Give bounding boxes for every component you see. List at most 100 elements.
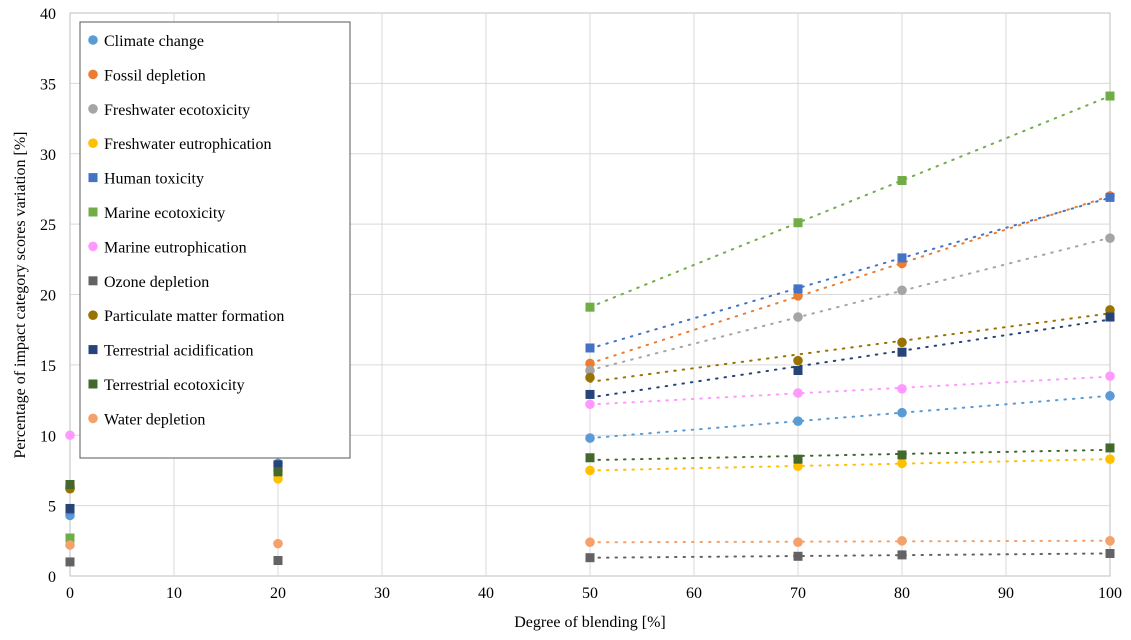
point-water-depletion [793,537,803,548]
point-marine-eutrophication [897,384,907,394]
point-terrestrial-ecotoxicity [1105,443,1115,453]
y-tick-label: 10 [40,428,56,445]
point-ozone-depletion [273,556,283,566]
point-terrestrial-ecotoxicity [897,450,907,460]
trendline-water-depletion [589,539,1111,544]
x-tick-label: 40 [478,585,494,602]
trendline-freshwater-eutrophication [589,458,1111,472]
point-water-depletion [273,538,283,549]
trendline-particulate-matter-formation [589,312,1111,383]
point-marine-ecotoxicity [65,533,75,543]
y-tick-label: 15 [40,358,56,375]
x-tick-label: 90 [998,585,1014,602]
legend-label-terrestrial-ecotoxicity: Terrestrial ecotoxicity [104,377,245,394]
point-freshwater-ecotoxicity [897,285,907,296]
point-water-depletion [585,537,595,548]
data-points [65,91,1115,567]
point-terrestrial-ecotoxicity [273,467,283,477]
point-marine-ecotoxicity [897,175,907,185]
point-climate-change [793,416,803,426]
point-water-depletion [897,536,907,546]
y-tick-label: 30 [40,147,56,164]
point-terrestrial-ecotoxicity [585,453,595,463]
x-axis-ticks: 0 10 20 30 40 50 60 70 80 90 100 [66,585,1122,602]
legend-label-terrestrial-acidification: Terrestrial acidification [104,343,253,360]
point-human-toxicity [897,253,907,263]
trendline-terrestrial-ecotoxicity [589,448,1111,462]
x-tick-label: 10 [166,585,182,602]
point-ozone-depletion [65,557,75,567]
point-ozone-depletion [793,551,803,561]
point-freshwater-eutrophication [1105,454,1115,464]
legend-label-water-depletion: Water depletion [104,411,205,428]
point-freshwater-ecotoxicity [585,365,595,376]
legend-label-climate-change: Climate change [104,33,204,50]
legend-marker-terrestrial-ecotoxicity [88,379,98,389]
legend-box [79,21,351,459]
y-axis-title: Percentage of impact category scores var… [12,132,29,459]
x-tick-label: 0 [66,585,74,602]
point-particulate-matter-formation [1105,305,1115,315]
point-human-toxicity [793,284,803,294]
trendlines [589,95,1111,559]
trendline-climate-change [589,394,1111,440]
legend-marker-particulate-matter-formation [88,310,98,321]
y-tick-label: 0 [48,569,56,586]
point-human-toxicity [1105,192,1115,202]
legend: Climate change Fossil depletion Freshwater… [79,21,351,459]
point-climate-change [897,407,907,418]
point-terrestrial-acidification [1105,312,1115,322]
point-terrestrial-acidification [793,366,803,376]
legend-marker-climate-change [88,35,98,45]
x-tick-label: 60 [686,585,702,602]
legend-label-marine-eutrophication: Marine eutrophication [104,239,247,256]
legend-marker-marine-ecotoxicity [88,207,98,217]
point-ozone-depletion [897,550,907,560]
legend-label-freshwater-eutrophication: Freshwater eutrophication [104,136,272,153]
point-freshwater-eutrophication [897,458,907,469]
point-climate-change [1105,391,1115,401]
x-tick-label: 30 [374,585,390,602]
x-tick-label: 70 [790,585,806,602]
legend-label-ozone-depletion: Ozone depletion [104,274,209,291]
trendline-fossil-depletion [589,195,1111,365]
point-marine-ecotoxicity [585,302,595,312]
legend-marker-ozone-depletion [88,276,98,286]
point-marine-ecotoxicity [1105,91,1115,101]
point-terrestrial-acidification [65,503,75,513]
point-water-depletion [1105,536,1115,546]
x-axis-title: Degree of blending [%] [514,614,666,631]
point-particulate-matter-formation [585,372,595,383]
point-particulate-matter-formation [793,355,803,366]
point-fossil-depletion [793,291,803,301]
point-freshwater-ecotoxicity [793,312,803,322]
legend-marker-water-depletion [88,413,98,424]
point-human-toxicity [585,343,595,353]
point-terrestrial-acidification [897,347,907,357]
legend-label-marine-ecotoxicity: Marine ecotoxicity [104,205,225,222]
legend-marker-freshwater-ecotoxicity [88,104,98,114]
point-marine-eutrophication [793,388,803,398]
point-marine-ecotoxicity [793,218,803,228]
point-water-depletion [65,540,75,550]
legend-label-freshwater-ecotoxicity: Freshwater ecotoxicity [104,102,250,119]
point-marine-eutrophication [1105,371,1115,381]
trendline-marine-ecotoxicity [589,95,1111,309]
x-tick-label: 80 [894,585,910,602]
y-axis-ticks: 0 5 10 15 20 25 30 35 40 [40,6,56,586]
trendline-ozone-depletion [589,552,1111,559]
legend-marker-marine-eutrophication [88,241,98,252]
y-tick-label: 20 [40,288,56,305]
point-freshwater-eutrophication [585,465,595,476]
x-tick-label: 100 [1098,585,1122,602]
legend-marker-fossil-depletion [88,69,98,80]
y-tick-label: 5 [48,499,56,516]
point-terrestrial-acidification [585,389,595,399]
y-tick-label: 40 [40,6,56,23]
x-tick-label: 20 [270,585,286,602]
point-freshwater-eutrophication [793,461,803,472]
point-terrestrial-acidification [273,460,283,470]
point-freshwater-eutrophication [273,474,283,484]
y-tick-label: 35 [40,76,56,93]
